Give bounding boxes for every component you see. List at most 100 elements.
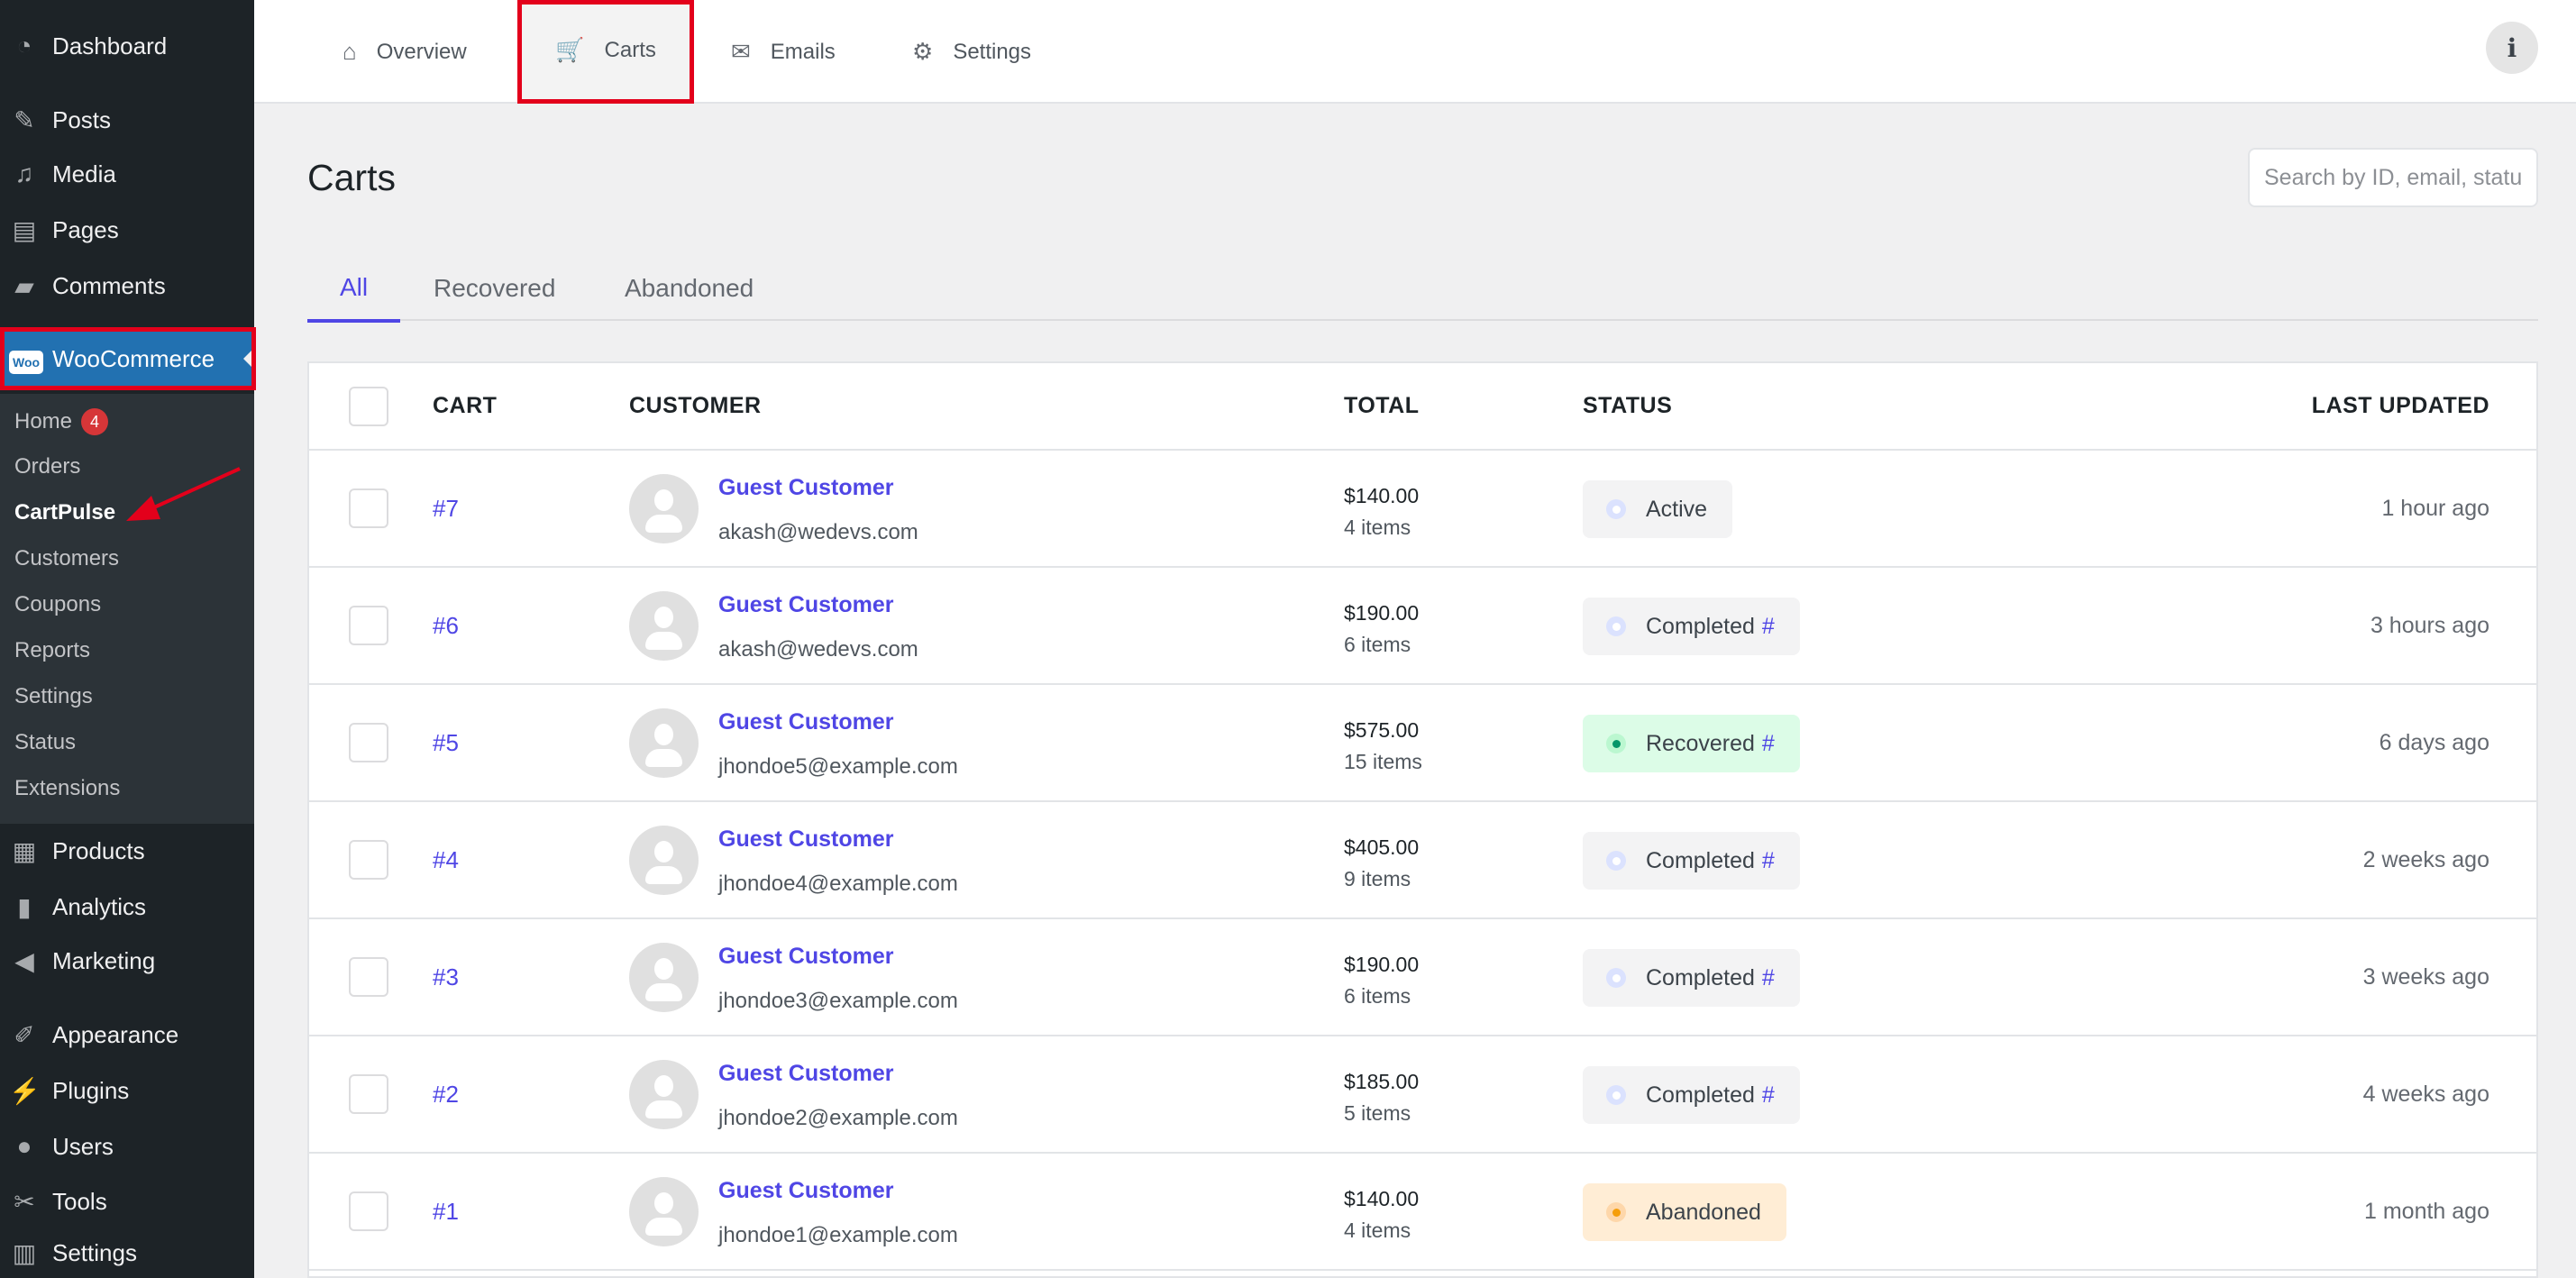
status-dot-icon — [1606, 1202, 1626, 1222]
cart-total: $190.00 — [1344, 601, 1420, 625]
cart-item-count: 4 items — [1344, 1219, 1411, 1242]
pin-icon: ✎ — [14, 105, 35, 134]
row-checkbox[interactable] — [349, 957, 388, 997]
row-checkbox[interactable] — [349, 1191, 388, 1231]
woocommerce-submenu — [0, 394, 254, 824]
submenu-item-reports[interactable]: Reports — [14, 633, 90, 669]
submenu-item-cartpulse[interactable]: CartPulse — [14, 495, 115, 531]
row-checkbox[interactable] — [349, 723, 388, 762]
sidebar-item-label: Plugins — [52, 1076, 130, 1104]
status-badge: Completed # — [1583, 949, 1800, 1007]
column-header[interactable]: TOTAL — [1344, 393, 1420, 418]
avatar — [629, 943, 699, 1012]
customer-name-link[interactable]: Guest Customer — [718, 826, 894, 852]
cart-total: $575.00 — [1344, 718, 1420, 742]
sidebar-item-plugins[interactable]: ⚡ Plugins — [0, 1065, 254, 1116]
tab-emails[interactable]: ✉ Emails — [731, 0, 836, 104]
sidebar-item-media[interactable]: ♫ Media — [0, 149, 254, 199]
sidebar-item-appearance[interactable]: ✐ Appearance — [0, 1009, 254, 1060]
avatar — [629, 1060, 699, 1129]
filter-tab-all[interactable]: All — [307, 261, 401, 323]
sidebar-item-label: Dashboard — [52, 32, 168, 59]
submenu-item-settings[interactable]: Settings — [14, 679, 93, 715]
dashboard-icon: ◔ — [16, 32, 32, 59]
filter-tab-recovered[interactable]: Recovered — [434, 261, 555, 321]
table-row[interactable]: #6 Guest Customer akash@wedevs.com $190.… — [309, 568, 2536, 685]
customer-name-link[interactable]: Guest Customer — [718, 475, 894, 500]
order-link[interactable]: # — [1761, 847, 1775, 873]
cart-id-link[interactable]: #7 — [433, 494, 459, 522]
order-link[interactable]: # — [1761, 1082, 1775, 1108]
sidebar-item-woocommerce[interactable]: Woo WooCommerce — [0, 329, 254, 388]
order-link[interactable]: # — [1761, 964, 1775, 990]
comment-icon: ▰ — [14, 271, 34, 300]
submenu-item-extensions[interactable]: Extensions — [14, 771, 120, 807]
order-link[interactable]: # — [1761, 730, 1775, 756]
tab-carts[interactable]: 🛒 Carts — [517, 0, 694, 104]
sidebar-item-marketing[interactable]: ◀ Marketing — [0, 936, 254, 986]
table-row[interactable]: #2 Guest Customer jhondoe2@example.com $… — [309, 1036, 2536, 1154]
cart-id-link[interactable]: #3 — [433, 963, 459, 990]
table-row[interactable]: #3 Guest Customer jhondoe3@example.com $… — [309, 919, 2536, 1036]
last-updated: 3 hours ago — [2370, 612, 2489, 638]
sidebar-item-tools[interactable]: ✂ Tools — [0, 1176, 254, 1227]
sidebar-item-label: Appearance — [52, 1020, 179, 1048]
cart-id-link[interactable]: #2 — [433, 1080, 459, 1108]
status-label: Recovered — [1646, 730, 1755, 756]
customer-name-link[interactable]: Guest Customer — [718, 944, 894, 969]
table-row[interactable]: #5 Guest Customer jhondoe5@example.com $… — [309, 685, 2536, 802]
submenu-item-customers[interactable]: Customers — [14, 541, 119, 577]
submenu-item-label: Extensions — [14, 776, 121, 800]
table-row[interactable]: #7 Guest Customer akash@wedevs.com $140.… — [309, 451, 2536, 568]
sidebar-item-dashboard[interactable]: ◔ Dashboard — [0, 21, 254, 71]
row-checkbox[interactable] — [349, 606, 388, 645]
search-input[interactable] — [2248, 148, 2538, 207]
column-header[interactable]: STATUS — [1583, 393, 1673, 418]
avatar — [629, 826, 699, 895]
sidebar-item-pages[interactable]: ▤ Pages — [0, 205, 254, 255]
select-all-checkbox[interactable] — [349, 386, 388, 426]
avatar — [629, 591, 699, 661]
customer-name-link[interactable]: Guest Customer — [718, 592, 894, 617]
customer-name-link[interactable]: Guest Customer — [718, 1178, 894, 1203]
sidebar-item-products[interactable]: ▦ Products — [0, 826, 254, 876]
submenu-item-status[interactable]: Status — [14, 725, 76, 761]
media-icon: ♫ — [14, 160, 34, 187]
submenu-item-coupons[interactable]: Coupons — [14, 587, 101, 623]
sidebar-item-analytics[interactable]: ▮ Analytics — [0, 881, 254, 932]
submenu-item-orders[interactable]: Orders — [14, 449, 80, 485]
row-checkbox[interactable] — [349, 1074, 388, 1114]
cart-id-link[interactable]: #4 — [433, 845, 459, 873]
annotation-arrow-icon — [126, 467, 241, 521]
tab-settings[interactable]: ⚙ Settings — [912, 0, 1031, 104]
cart-id-link[interactable]: #6 — [433, 611, 459, 639]
sidebar-item-comments[interactable]: ▰ Comments — [0, 260, 254, 311]
filter-tab-abandoned[interactable]: Abandoned — [625, 261, 754, 321]
last-updated: 4 weeks ago — [2362, 1081, 2489, 1107]
table-row[interactable]: #1 Guest Customer jhondoe1@example.com $… — [309, 1154, 2536, 1271]
submenu-item-home[interactable]: Home 4 — [14, 404, 109, 440]
column-header[interactable]: LAST UPDATED — [2311, 393, 2489, 418]
sidebar-item-posts[interactable]: ✎ Posts — [0, 95, 254, 145]
customer-name-link[interactable]: Guest Customer — [718, 709, 894, 735]
filter-tabs: All Recovered Abandoned — [307, 261, 2538, 323]
cart-id-link[interactable]: #1 — [433, 1197, 459, 1225]
row-checkbox[interactable] — [349, 488, 388, 528]
customer-name-link[interactable]: Guest Customer — [718, 1061, 894, 1086]
tab-overview[interactable]: ⌂ Overview — [343, 0, 467, 104]
order-link[interactable]: # — [1761, 613, 1775, 639]
sidebar-item-settings[interactable]: ▥ Settings — [0, 1228, 254, 1278]
info-button[interactable]: i — [2486, 22, 2538, 74]
table-header: CART CUSTOMER TOTAL STATUS LAST UPDATED — [309, 363, 2536, 451]
tab-label: Overview — [376, 39, 467, 64]
cart-id-link[interactable]: #5 — [433, 728, 459, 756]
current-menu-caret-icon — [243, 348, 254, 370]
sidebar-item-label: Tools — [52, 1187, 107, 1215]
table-row[interactable]: #4 Guest Customer jhondoe4@example.com $… — [309, 802, 2536, 919]
column-header[interactable]: CART — [433, 393, 498, 418]
sidebar-item-label: Users — [52, 1132, 114, 1160]
row-checkbox[interactable] — [349, 840, 388, 880]
status-badge: Recovered # — [1583, 715, 1800, 772]
sidebar-item-users[interactable]: ● Users — [0, 1121, 254, 1172]
column-header[interactable]: CUSTOMER — [629, 393, 762, 418]
